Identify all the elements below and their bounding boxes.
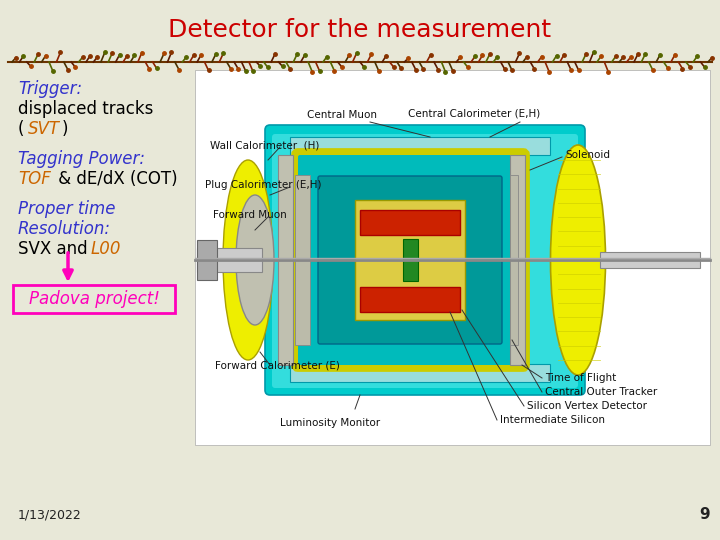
Text: Padova project!: Padova project!	[29, 290, 159, 308]
FancyBboxPatch shape	[298, 155, 523, 365]
Bar	[295, 175, 310, 345]
Ellipse shape	[236, 195, 274, 325]
Bar	[510, 155, 525, 365]
Text: Forward Muon: Forward Muon	[213, 210, 287, 220]
Text: Central Outer Tracker: Central Outer Tracker	[545, 387, 657, 397]
Text: ): )	[62, 120, 68, 138]
FancyBboxPatch shape	[318, 176, 502, 344]
Text: TOF: TOF	[18, 170, 51, 188]
Bar	[290, 364, 550, 382]
Ellipse shape	[223, 160, 273, 360]
Text: SVT: SVT	[28, 120, 60, 138]
Text: & dE/dX (COT): & dE/dX (COT)	[53, 170, 178, 188]
Bar	[278, 155, 293, 365]
Text: Proper time: Proper time	[18, 200, 115, 218]
Text: Central Calorimeter (E,H): Central Calorimeter (E,H)	[408, 108, 540, 118]
Text: Solenoid: Solenoid	[565, 150, 610, 160]
Text: Intermediate Silicon: Intermediate Silicon	[500, 415, 605, 425]
Bar	[355, 200, 465, 320]
Text: displaced tracks: displaced tracks	[18, 100, 153, 118]
Text: Wall Calorimeter  (H): Wall Calorimeter (H)	[210, 140, 320, 150]
Text: L00: L00	[91, 240, 122, 258]
Bar	[197, 240, 217, 280]
Text: Resolution:: Resolution:	[18, 220, 111, 238]
Text: Central Muon: Central Muon	[307, 110, 377, 120]
Text: Silicon Vertex Detector: Silicon Vertex Detector	[527, 401, 647, 411]
Bar	[600, 252, 700, 268]
Bar	[360, 287, 460, 312]
Text: Forward Calorimeter (E): Forward Calorimeter (E)	[215, 360, 340, 370]
Text: Tagging Power:: Tagging Power:	[18, 150, 145, 168]
Bar	[195, 70, 710, 445]
Text: Trigger:: Trigger:	[18, 80, 82, 98]
Bar	[290, 137, 550, 155]
Text: 1/13/2022: 1/13/2022	[18, 509, 82, 522]
Text: 9: 9	[699, 507, 710, 522]
Text: (: (	[18, 120, 24, 138]
Text: Plug Calorimeter (E,H): Plug Calorimeter (E,H)	[205, 180, 322, 190]
Bar	[403, 239, 418, 281]
FancyBboxPatch shape	[265, 125, 585, 395]
FancyBboxPatch shape	[13, 285, 175, 313]
Text: SVX and: SVX and	[18, 240, 93, 258]
Text: Time of Flight: Time of Flight	[545, 373, 616, 383]
Bar	[197, 248, 262, 272]
Bar	[510, 175, 518, 345]
Text: Luminosity Monitor: Luminosity Monitor	[280, 418, 380, 428]
Bar	[360, 210, 460, 235]
Ellipse shape	[551, 145, 606, 375]
FancyBboxPatch shape	[272, 134, 578, 388]
Text: Detector for the measurement: Detector for the measurement	[168, 18, 552, 42]
